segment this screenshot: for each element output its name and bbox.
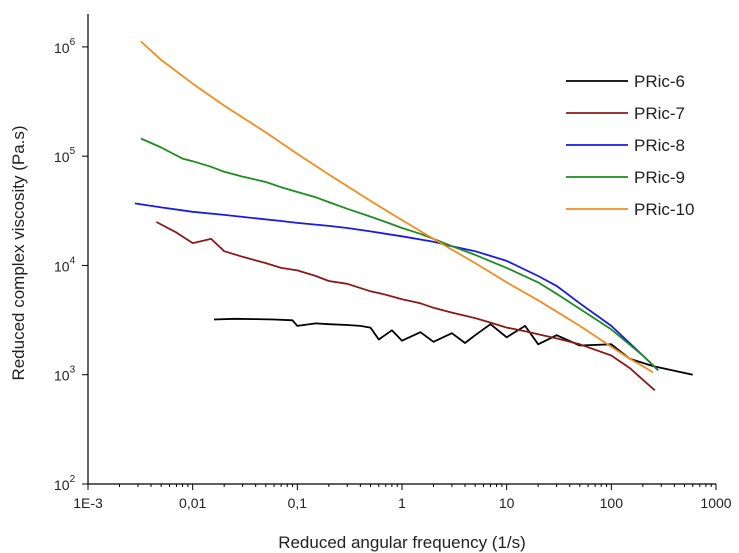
legend-label: PRic-6 (634, 72, 685, 91)
x-tick-label: 0,1 (288, 495, 308, 511)
y-axis-title: Reduced complex viscosity (Pa.s) (9, 125, 28, 380)
y-tick-base: 10 (54, 368, 70, 384)
x-tick-label: 100 (600, 495, 624, 511)
x-tick-label: 10 (499, 495, 515, 511)
series-line-pric-9 (140, 137, 659, 371)
y-tick-exponent: 2 (70, 474, 76, 485)
legend: PRic-6 PRic-7 PRic-8 PRic-9 PRic-10 (566, 72, 694, 219)
y-tick-label: 104 (54, 255, 76, 274)
series-line-pric-7 (155, 221, 656, 391)
axes (87, 14, 716, 485)
y-tick-exponent: 3 (70, 365, 76, 376)
y-tick-base: 10 (54, 258, 70, 274)
y-tick-base: 10 (54, 40, 70, 56)
y-tick-exponent: 5 (70, 146, 76, 157)
y-tick-label: 105 (54, 146, 76, 165)
x-axis-title: Reduced angular frequency (1/s) (278, 533, 526, 552)
y-tick-exponent: 4 (70, 255, 76, 266)
x-tick-label: 1E-3 (73, 495, 103, 511)
y-tick-label: 102 (54, 474, 76, 493)
legend-label: PRic-7 (634, 104, 685, 123)
series-line-pric-10 (140, 40, 654, 374)
series-line-pric-6 (213, 317, 693, 376)
legend-label: PRic-10 (634, 200, 694, 219)
legend-label: PRic-8 (634, 136, 685, 155)
y-tick-base: 10 (54, 477, 70, 493)
x-tick-label: 0,01 (179, 495, 206, 511)
x-tick-label: 1 (398, 495, 406, 511)
x-ticks: 1E-3 0,01 0,1 1 10 100 1000 (73, 484, 732, 511)
y-tick-base: 10 (54, 149, 70, 165)
series-layer (134, 40, 693, 391)
series-line-pric-8 (134, 202, 659, 371)
x-tick-label: 1000 (700, 495, 731, 511)
y-tick-label: 106 (54, 37, 76, 56)
y-tick-label: 103 (54, 365, 76, 384)
y-tick-exponent: 6 (70, 37, 76, 48)
legend-label: PRic-9 (634, 168, 685, 187)
